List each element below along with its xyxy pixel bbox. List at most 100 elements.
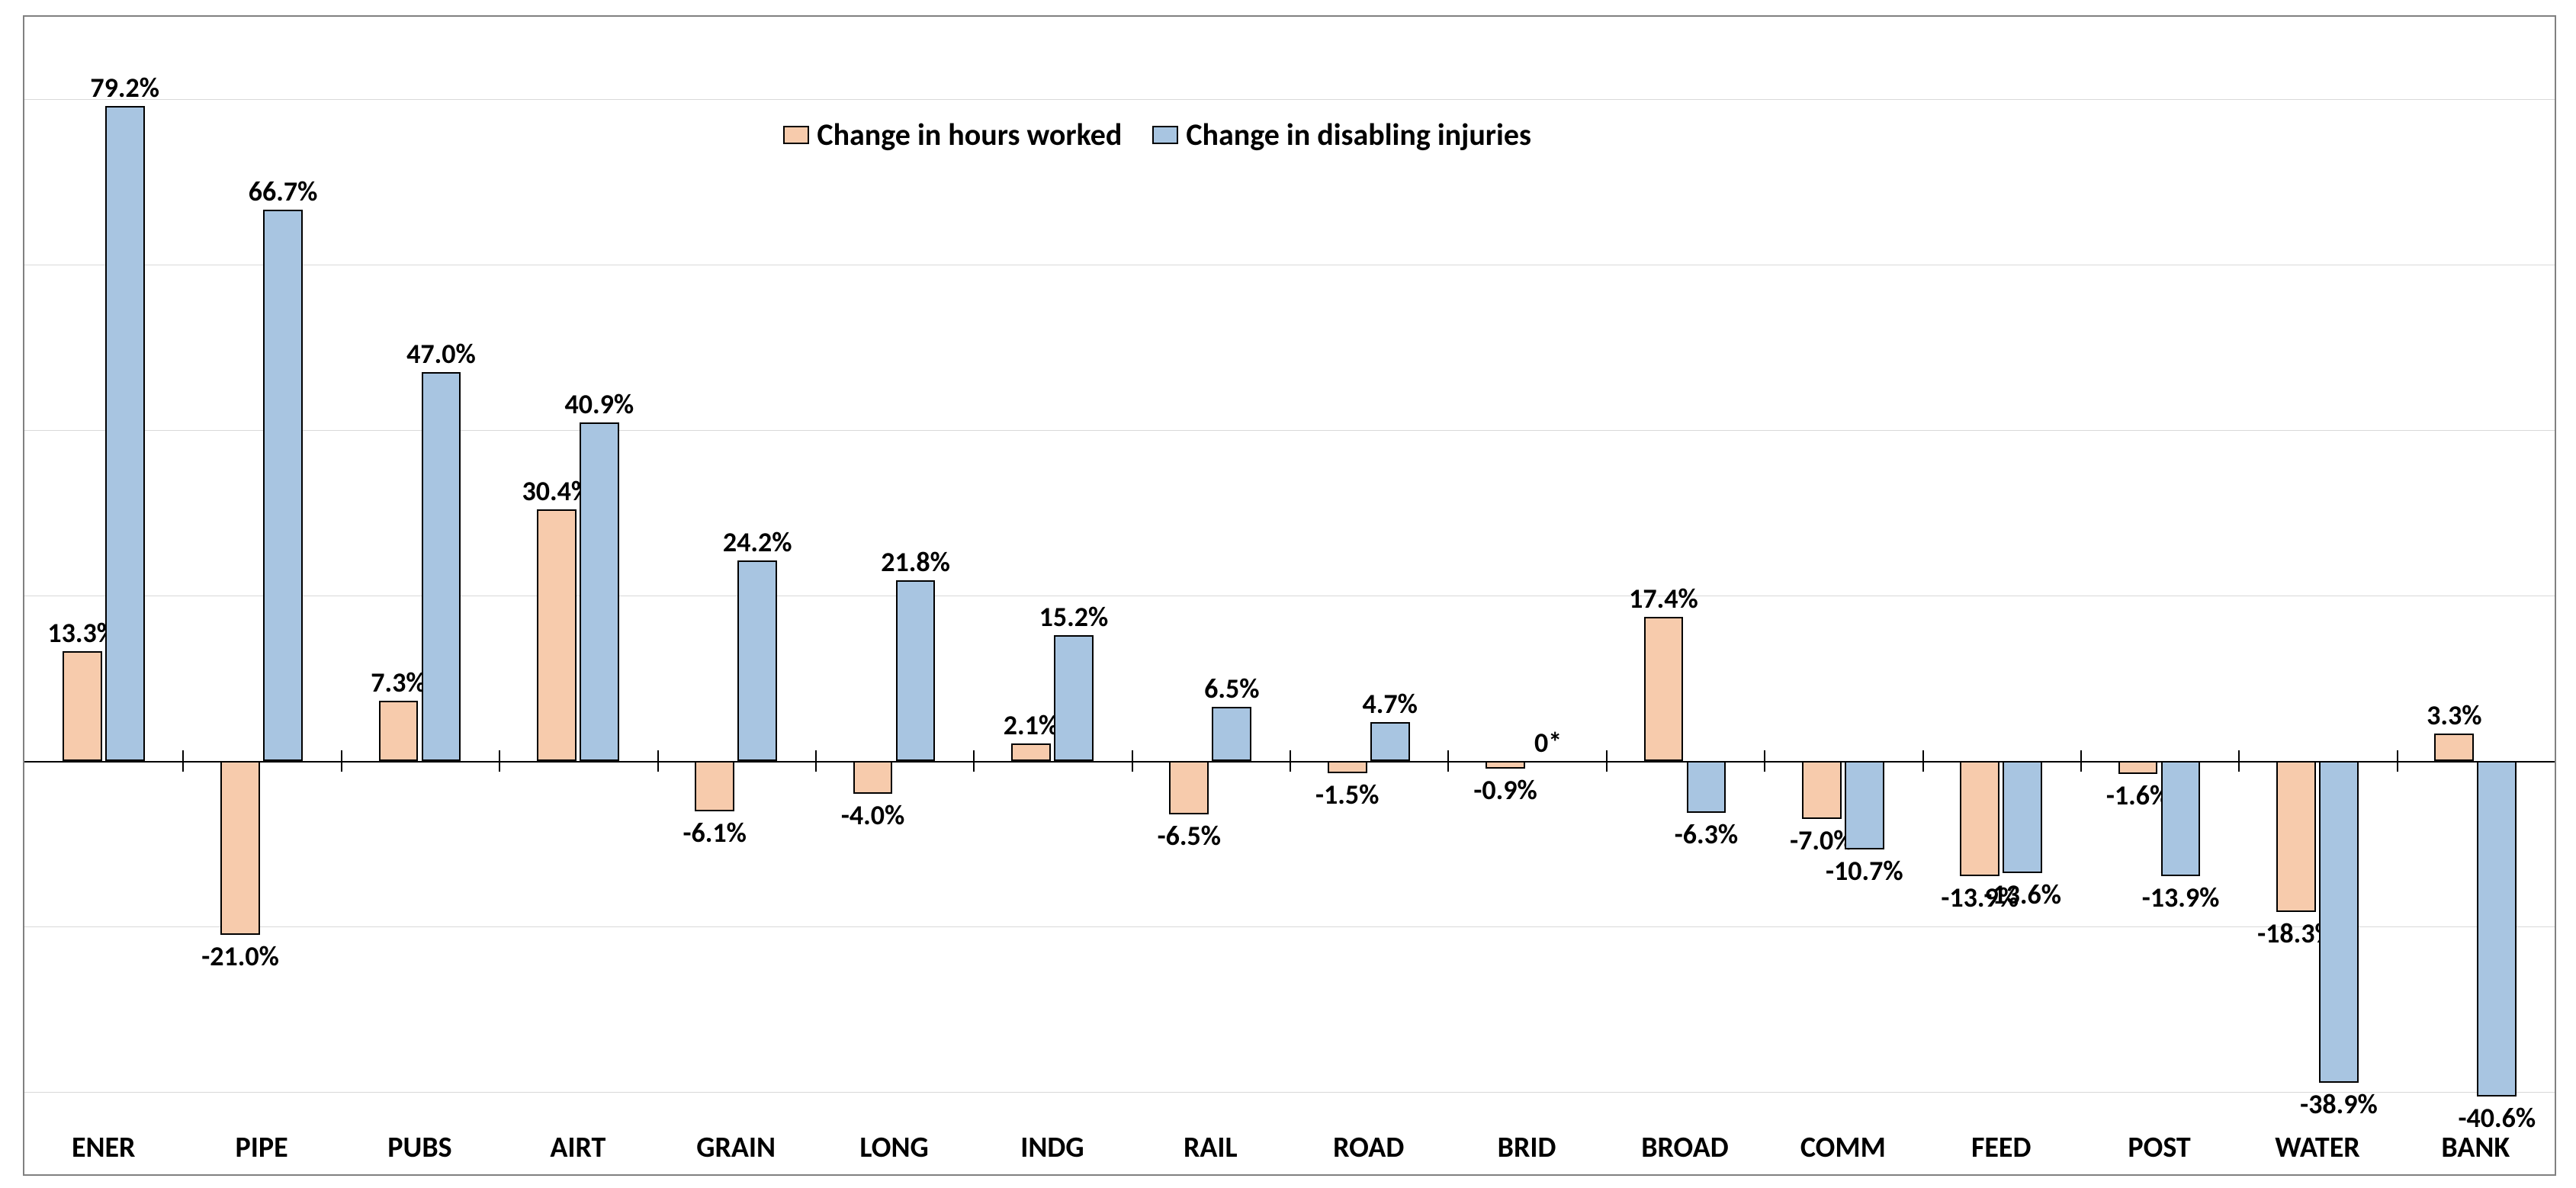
bar-injuries	[2003, 761, 2042, 873]
gridline	[24, 926, 2555, 927]
bar-value-label: 24.2%	[723, 525, 792, 559]
category-label: GRAIN	[696, 1130, 776, 1165]
axis-tick	[973, 750, 975, 761]
bar-injuries	[105, 106, 145, 761]
gridline	[24, 430, 2555, 431]
axis-tick	[1606, 750, 1608, 761]
axis-tick	[2397, 750, 2398, 761]
bar-value-label: 21.8%	[881, 545, 950, 579]
axis-tick	[2238, 761, 2240, 772]
category-label: BROAD	[1641, 1130, 1728, 1165]
bar-value-label: -13.9%	[2142, 881, 2220, 914]
axis-tick	[1764, 750, 1765, 761]
axis-tick	[657, 750, 659, 761]
axis-tick	[815, 761, 817, 772]
legend: Change in hours workedChange in disablin…	[783, 116, 1531, 153]
axis-tick	[815, 750, 817, 761]
axis-tick	[1290, 761, 1291, 772]
bar-value-label: -6.1%	[683, 816, 747, 849]
bar-hours	[1486, 761, 1525, 769]
bar-value-label: 40.9%	[564, 387, 634, 421]
bar-hours	[379, 701, 419, 761]
bar-injuries	[1212, 707, 1251, 760]
category-label: BANK	[2441, 1130, 2510, 1165]
bar-injuries	[2477, 761, 2517, 1096]
bar-value-label: 4.7%	[1362, 687, 1417, 721]
axis-tick	[1922, 750, 1924, 761]
category-label: POST	[2128, 1130, 2190, 1165]
bar-injuries	[2161, 761, 2201, 876]
gridline	[24, 99, 2555, 100]
bar-value-label: -10.7%	[1826, 854, 1903, 888]
bar-injuries	[1845, 761, 1884, 849]
bar-injuries	[2319, 761, 2359, 1083]
axis-tick	[973, 761, 975, 772]
gridline	[24, 1092, 2555, 1093]
bar-value-label: -6.5%	[1158, 819, 1221, 852]
axis-tick	[499, 750, 500, 761]
bar-hours	[2434, 734, 2474, 761]
bar-hours	[2118, 761, 2158, 774]
bar-value-label: 66.7%	[249, 175, 318, 208]
category-label: FEED	[1971, 1130, 2031, 1165]
bar-value-label: 6.5%	[1204, 672, 1259, 705]
category-label: INDG	[1020, 1130, 1084, 1165]
bar-hours	[1328, 761, 1367, 773]
bar-hours	[537, 509, 577, 761]
bar-hours	[63, 651, 102, 761]
axis-tick	[1290, 750, 1291, 761]
bar-injuries	[263, 210, 303, 761]
bar-hours	[695, 761, 734, 811]
category-label: ENER	[72, 1130, 136, 1165]
bar-value-label: 3.3%	[2427, 698, 2481, 732]
bar-value-label: 0*	[1534, 726, 1562, 759]
bar-hours	[1644, 617, 1684, 761]
axis-tick	[182, 750, 184, 761]
bar-value-label: 2.1%	[1004, 708, 1058, 742]
axis-tick	[182, 761, 184, 772]
bar-value-label: -0.9%	[1473, 773, 1537, 807]
legend-swatch	[1152, 126, 1178, 144]
bar-value-label: 15.2%	[1039, 600, 1109, 634]
bar-value-label: 17.4%	[1629, 582, 1698, 615]
axis-tick	[2238, 750, 2240, 761]
category-label: COMM	[1800, 1130, 1886, 1165]
bar-injuries	[1054, 635, 1094, 761]
bar-value-label: -1.5%	[1315, 778, 1379, 811]
bar-injuries	[580, 422, 619, 760]
bar-hours	[1011, 743, 1051, 761]
category-label: AIRT	[550, 1130, 605, 1165]
category-label: WATER	[2275, 1130, 2359, 1165]
bar-hours	[1802, 761, 1842, 819]
bar-chart: 13.3%79.2%ENER-21.0%66.7%PIPE7.3%47.0%PU…	[0, 0, 2576, 1188]
bar-value-label: -6.3%	[1675, 817, 1738, 851]
legend-label: Change in disabling injuries	[1186, 116, 1531, 153]
category-label: BRID	[1498, 1130, 1556, 1165]
axis-tick	[2397, 761, 2398, 772]
bar-hours	[2276, 761, 2316, 912]
bar-hours	[220, 761, 260, 935]
bar-value-label: -13.6%	[1983, 878, 2061, 911]
bar-injuries	[1370, 722, 1410, 761]
axis-tick	[1447, 750, 1449, 761]
plot-area: 13.3%79.2%ENER-21.0%66.7%PIPE7.3%47.0%PU…	[23, 15, 2556, 1176]
category-label: PIPE	[236, 1130, 288, 1165]
axis-tick	[1922, 761, 1924, 772]
axis-tick	[2080, 750, 2082, 761]
bar-injuries	[1687, 761, 1726, 813]
axis-tick	[1132, 750, 1133, 761]
bar-injuries	[737, 560, 777, 760]
bar-value-label: 79.2%	[90, 71, 159, 104]
bar-value-label: 7.3%	[371, 666, 426, 699]
category-label: LONG	[859, 1130, 928, 1165]
legend-item: Change in disabling injuries	[1152, 116, 1531, 153]
legend-swatch	[783, 126, 809, 144]
axis-tick	[1447, 761, 1449, 772]
axis-tick	[341, 750, 342, 761]
bar-hours	[1169, 761, 1209, 814]
bar-value-label: -38.9%	[2300, 1087, 2378, 1121]
category-label: RAIL	[1184, 1130, 1238, 1165]
category-label: ROAD	[1333, 1130, 1404, 1165]
bar-injuries	[896, 580, 936, 760]
axis-tick	[2080, 761, 2082, 772]
